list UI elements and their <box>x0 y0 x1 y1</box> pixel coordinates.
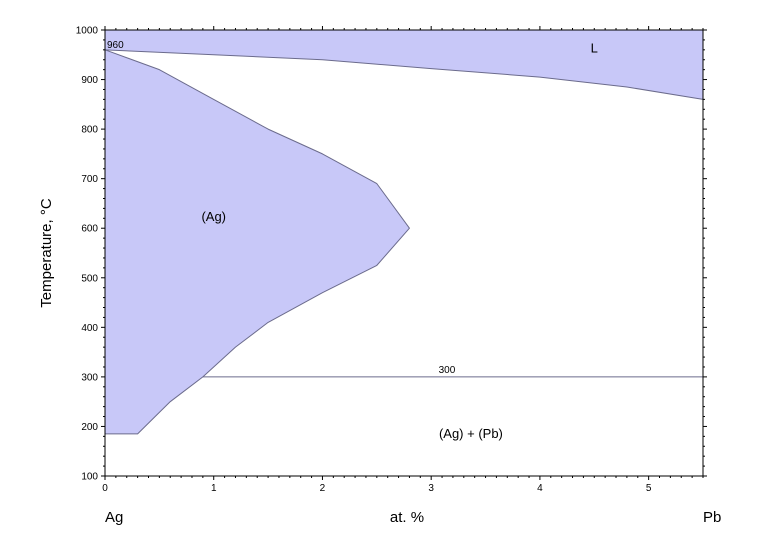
y-tick-label: 300 <box>81 372 98 383</box>
y-tick-label: 200 <box>81 422 98 433</box>
y-tick-label: 100 <box>81 472 98 483</box>
y-tick-label: 600 <box>81 224 98 235</box>
x-right-component-label: Pb <box>703 509 721 526</box>
x-tick-label: 3 <box>428 483 434 494</box>
y-axis-title: Temperature, °C <box>38 198 55 308</box>
x-axis-title: at. % <box>390 509 424 526</box>
x-tick-label: 5 <box>646 483 652 494</box>
y-tick-label: 900 <box>81 75 98 86</box>
ag-solid-solution-region <box>104 49 410 435</box>
x-tick-label: 4 <box>537 483 543 494</box>
eutectic-temperature-label: 300 <box>439 365 456 376</box>
ticks-layer: 100 200 300 400 500 600 700 800 900 1000 0 1 2 3 4 5 <box>76 26 707 494</box>
x-left-component-label: Ag <box>105 509 123 526</box>
region-label-ag: (Ag) <box>201 209 226 224</box>
two-phase-region-label: (Ag) + (Pb) <box>439 426 503 441</box>
plot-frame <box>104 29 704 477</box>
labels-layer: 300 L (Ag) 960 (Ag) + (Pb) <box>107 40 598 441</box>
liquidus-line <box>104 49 704 100</box>
x-tick-label: 1 <box>211 483 217 494</box>
y-tick-label: 1000 <box>76 26 99 37</box>
liquid-region <box>105 30 703 100</box>
melting-point-label: 960 <box>107 40 124 51</box>
y-tick-label: 700 <box>81 174 98 185</box>
region-label-L: L <box>591 40 598 55</box>
y-tick-label: 800 <box>81 125 98 136</box>
y-tick-label: 500 <box>81 273 98 284</box>
y-tick-label: 400 <box>81 323 98 334</box>
x-tick-label: 2 <box>320 483 326 494</box>
plot-layer <box>104 30 704 435</box>
x-tick-label: 0 <box>102 483 108 494</box>
